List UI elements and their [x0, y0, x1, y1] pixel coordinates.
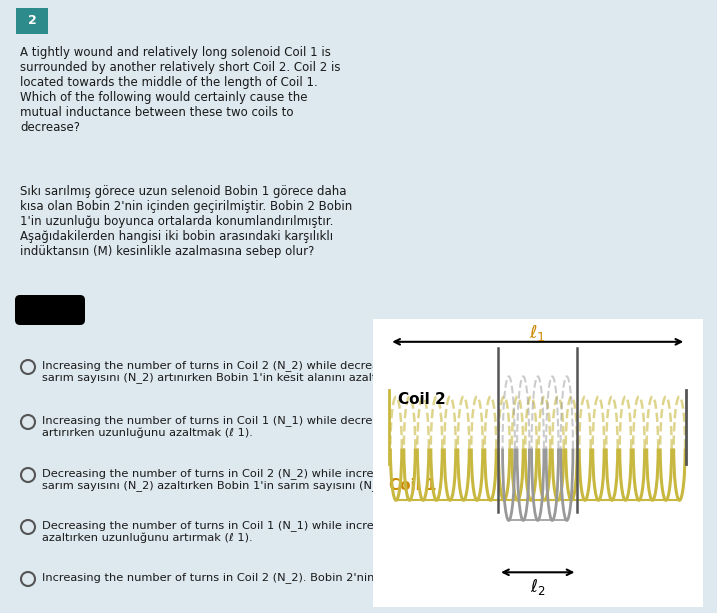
Text: Increasing the number of turns in Coil 1 (N_1) while decreasing its length (ℓ1).: Increasing the number of turns in Coil 1… [42, 415, 665, 438]
FancyBboxPatch shape [15, 295, 85, 325]
Text: A tightly wound and relatively long solenoid Coil 1 is
surrounded by another rel: A tightly wound and relatively long sole… [20, 46, 341, 134]
Text: Sıkı sarılmış görece uzun selenoid Bobin 1 görece daha
kısa olan Bobin 2'nin içi: Sıkı sarılmış görece uzun selenoid Bobin… [20, 185, 352, 258]
Text: Increasing the number of turns in Coil 2 (N_2). Bobin 2'nin sarım sayısını (N_2): Increasing the number of turns in Coil 2… [42, 572, 545, 583]
Text: Decreasing the number of turns in Coil 1 (N_1) while increasing its length (L1).: Decreasing the number of turns in Coil 1… [42, 520, 668, 543]
Text: 2: 2 [28, 15, 37, 28]
Text: Coil 1: Coil 1 [389, 478, 436, 493]
FancyBboxPatch shape [16, 8, 48, 34]
Text: Decreasing the number of turns in Coil 2 (N_2) while increasing the number of tu: Decreasing the number of turns in Coil 2… [42, 468, 678, 492]
Text: Coil 2: Coil 2 [399, 392, 446, 407]
Text: $\ell_1$: $\ell_1$ [529, 323, 546, 343]
Text: Increasing the number of turns in Coil 2 (N_2) while decreasing the cross-sectio: Increasing the number of turns in Coil 2… [42, 360, 655, 383]
Text: $\ell_2$: $\ell_2$ [530, 577, 546, 596]
Text: A tightly wound and relatively long solenoid Coil 1 is
surrounded by another rel: A tightly wound and relatively long sole… [20, 46, 341, 104]
